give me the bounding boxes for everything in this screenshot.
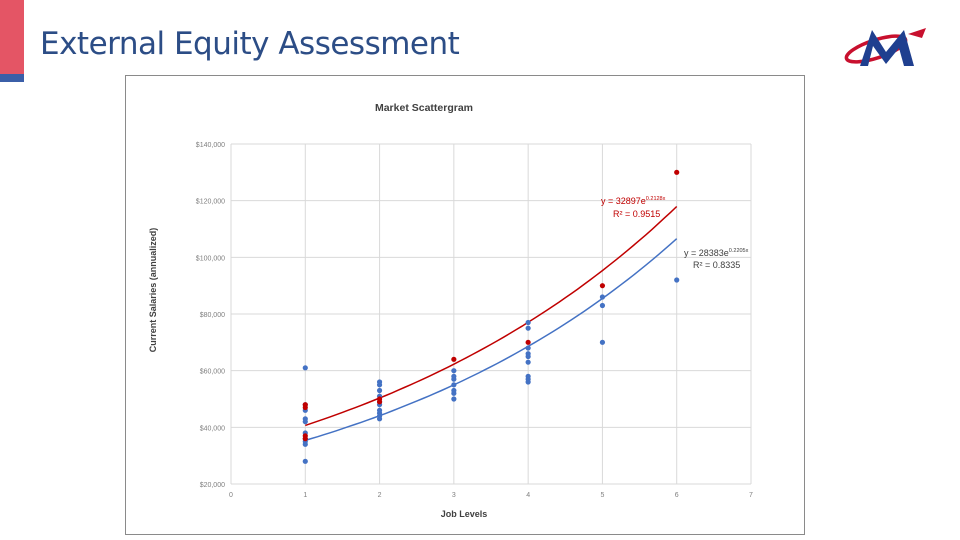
red-data-point [525, 339, 531, 345]
blue-data-point [376, 416, 383, 422]
company-logo-icon [844, 28, 926, 66]
y-tick-label: $140,000 [196, 142, 225, 149]
blue-equation-text: y = 28383e [684, 248, 729, 258]
red-data-point [451, 356, 457, 362]
red-data-point [302, 404, 308, 411]
blue-data-point [599, 294, 606, 300]
trendlines [305, 205, 678, 442]
x-axis-label: Job Levels [441, 509, 488, 519]
x-tick-label: 6 [675, 492, 679, 499]
blue-data-point [376, 382, 383, 388]
red-data-point [599, 283, 606, 289]
gridlines [230, 143, 752, 485]
blue-data-point [525, 345, 531, 351]
market-scattergram: Market Scattergram $20,000 $40,000 $60,000… [148, 102, 753, 519]
red-data-point [302, 436, 308, 442]
data-points [302, 169, 680, 464]
blue-data-point [525, 353, 531, 360]
red-trend-equation: y = 32897e0.2128x R² = 0.9515 [601, 196, 666, 219]
x-axis-ticks: 0 1 2 3 4 5 6 7 [229, 492, 753, 499]
y-tick-label: $20,000 [200, 482, 225, 489]
blue-data-point [451, 382, 457, 388]
x-tick-label: 1 [303, 492, 307, 499]
blue-trend-equation: y = 28383e0.2205x R² = 0.8335 [684, 248, 749, 270]
blue-data-point [451, 376, 457, 382]
red-r2-text: R² = 0.9515 [613, 209, 660, 219]
blue-data-point [376, 387, 383, 394]
x-tick-label: 2 [378, 492, 382, 499]
blue-r2-text: R² = 0.8335 [693, 260, 740, 270]
y-axis-ticks: $20,000 $40,000 $60,000 $80,000 $100,000 $120… [196, 142, 225, 489]
red-data-point [376, 399, 383, 405]
y-axis-label: Current Salaries (annualized) [148, 228, 158, 353]
red-trendline [305, 205, 678, 427]
blue-data-point [302, 441, 308, 447]
x-tick-label: 7 [749, 492, 753, 499]
svg-text:y = 32897e0.2128x: y = 32897e0.2128x [601, 196, 666, 206]
blue-data-point [302, 365, 308, 371]
y-tick-label: $100,000 [196, 255, 225, 262]
blue-data-point [599, 339, 606, 345]
red-data-point [674, 169, 680, 175]
x-tick-label: 0 [229, 492, 233, 499]
y-tick-label: $40,000 [200, 425, 225, 432]
accent-bar [0, 0, 24, 82]
blue-data-point [525, 319, 531, 326]
blue-data-point [674, 277, 680, 283]
blue-trendline [305, 238, 678, 442]
x-tick-label: 5 [600, 492, 604, 499]
x-tick-label: 4 [526, 492, 530, 499]
blue-data-point [525, 359, 531, 365]
blue-data-point [525, 379, 531, 385]
y-tick-label: $60,000 [200, 369, 225, 376]
chart-title: Market Scattergram [375, 102, 473, 114]
blue-data-point [525, 325, 531, 331]
svg-text:y = 28383e0.2205x: y = 28383e0.2205x [684, 248, 749, 258]
blue-data-point [302, 458, 308, 464]
slide-title: External Equity Assessment [40, 26, 460, 62]
y-tick-label: $120,000 [196, 199, 225, 206]
blue-equation-exponent: 0.2205x [729, 248, 749, 254]
blue-data-point [451, 368, 457, 374]
red-equation-exponent: 0.2128x [646, 196, 666, 202]
blue-data-point [451, 396, 457, 402]
red-equation-text: y = 32897e [601, 196, 646, 206]
blue-data-point [451, 390, 457, 396]
chart-frame: Market Scattergram $20,000 $40,000 $60,000… [125, 75, 805, 535]
blue-data-point [302, 419, 308, 425]
blue-data-point [599, 302, 606, 309]
x-tick-label: 3 [452, 492, 456, 499]
y-tick-label: $80,000 [200, 312, 225, 319]
